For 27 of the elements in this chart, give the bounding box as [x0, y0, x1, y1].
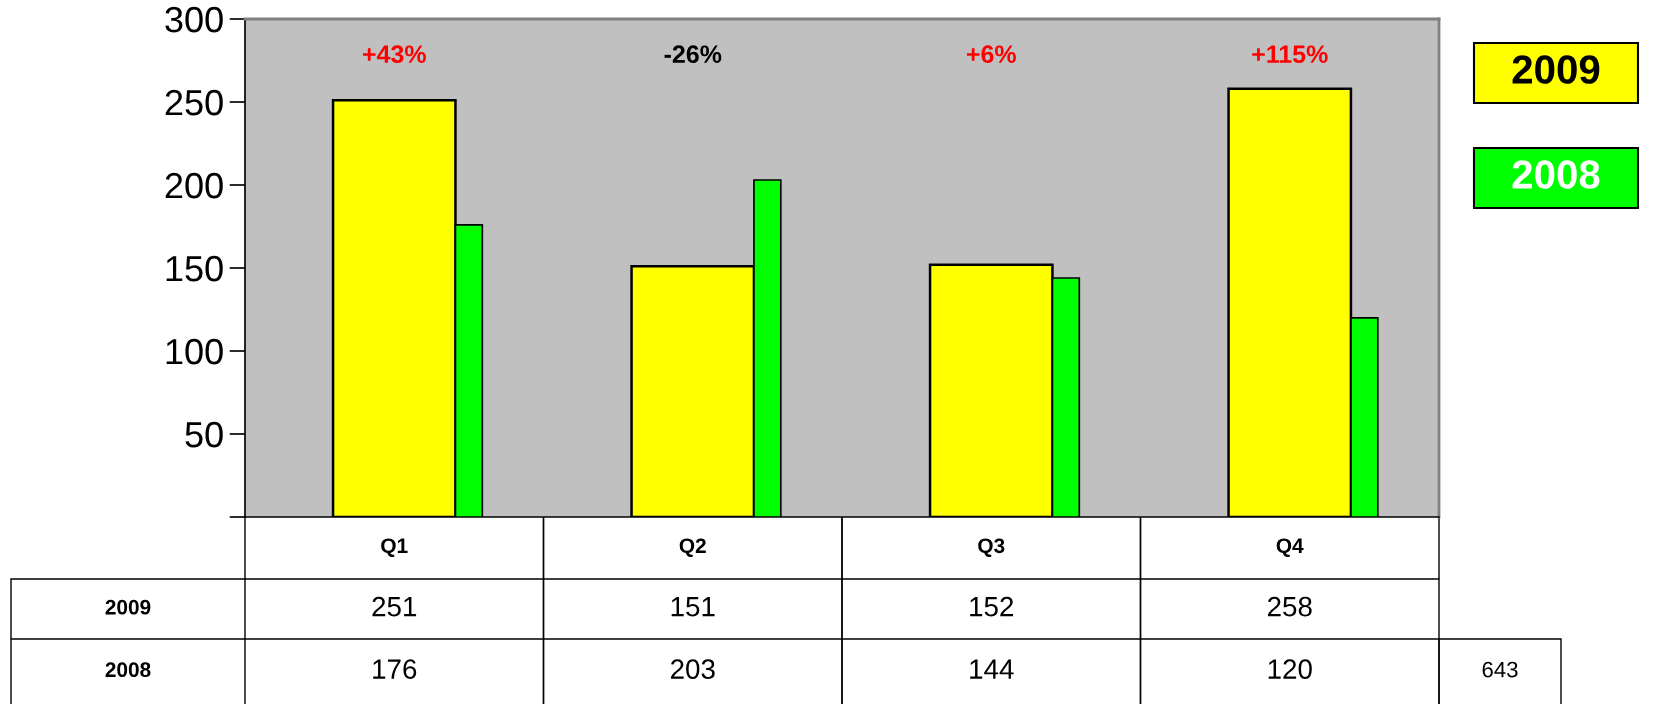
annotation: +115%	[1252, 45, 1328, 64]
text: 2009	[1512, 55, 1600, 84]
data-label: 176	[373, 659, 417, 679]
text: 2008	[105, 662, 151, 678]
annotation: +6%	[966, 45, 1016, 64]
data-label: 203	[670, 659, 715, 679]
text: 643	[1482, 661, 1518, 678]
annotation: +43%	[362, 45, 426, 64]
annotation: -26%	[664, 45, 722, 64]
y-tick-label: 250	[165, 89, 223, 116]
data-label: 152	[970, 596, 1014, 617]
y-tick-label: 300	[165, 6, 223, 33]
text: 2009	[105, 599, 151, 615]
x-tick-label: Q2	[679, 538, 706, 558]
data-label: 120	[1268, 659, 1312, 679]
data-label: 251	[372, 596, 417, 617]
data-label: 258	[1267, 596, 1312, 617]
y-tick-label: 100	[166, 338, 223, 365]
x-tick-label: Q4	[1276, 538, 1304, 558]
data-label: 151	[671, 597, 715, 617]
text: 2008	[1512, 160, 1600, 189]
y-tick-label: 200	[165, 172, 223, 199]
x-tick-label: Q3	[978, 538, 1005, 558]
y-tick-label: 50	[185, 421, 223, 448]
x-tick-label: Q1	[381, 538, 408, 558]
data-label: 144	[970, 659, 1014, 679]
y-tick-label: 150	[166, 255, 223, 282]
